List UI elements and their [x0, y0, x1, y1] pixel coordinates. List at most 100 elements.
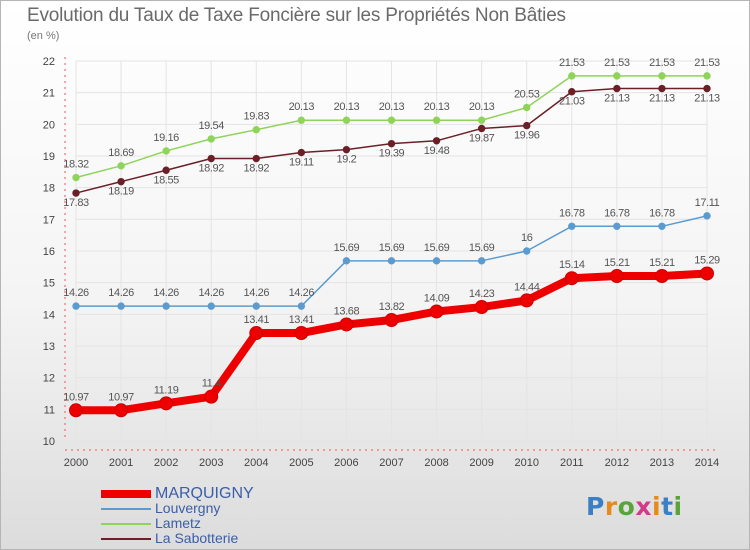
data-point-la-sabotterie — [72, 189, 80, 197]
data-label-louvergny: 16.78 — [559, 207, 585, 219]
data-label-lametz: 19.16 — [153, 132, 179, 144]
data-label-lametz: 19.83 — [244, 111, 270, 123]
data-point-louvergny — [72, 302, 80, 310]
data-label-louvergny: 15.69 — [379, 242, 405, 254]
y-tick-label: 14 — [43, 309, 55, 321]
legend-item-marquigny: MARQUIGNY — [101, 485, 254, 502]
data-point-la-sabotterie — [342, 145, 351, 154]
data-point-marquigny — [654, 269, 669, 284]
data-point-la-sabotterie — [207, 154, 215, 163]
chart-legend: MARQUIGNY Louvergny Lametz La Sabotterie — [101, 486, 254, 546]
data-point-louvergny — [342, 257, 351, 265]
legend-label-lametz: Lametz — [155, 515, 201, 531]
data-point-la-sabotterie — [568, 88, 576, 96]
data-point-lametz — [72, 173, 80, 182]
y-tick-label: 16 — [43, 246, 55, 258]
series-louvergny: 14.26 14.26 14.26 14.26 14.26 14.26 15.69 15.69… — [63, 197, 720, 310]
logo-letter: i — [673, 492, 683, 521]
legend-label-marquigny: MARQUIGNY — [155, 485, 254, 502]
logo-letter: o — [617, 492, 636, 521]
data-label-la-sabotterie: 18.92 — [244, 163, 270, 175]
legend-swatch-la-sabotterie — [101, 537, 151, 540]
data-label-marquigny: 14.09 — [424, 292, 450, 304]
data-label-louvergny: 14.26 — [108, 287, 134, 299]
data-label-marquigny: 15.14 — [559, 259, 585, 271]
data-point-lametz — [613, 72, 621, 80]
logo-letter: P — [586, 492, 605, 521]
data-point-la-sabotterie — [477, 124, 486, 133]
data-label-louvergny: 14.26 — [153, 287, 179, 299]
data-point-lametz — [117, 162, 125, 170]
data-label-marquigny: 13.41 — [289, 314, 315, 326]
data-label-lametz: 18.32 — [63, 159, 89, 171]
data-label-lametz: 19.54 — [198, 120, 224, 132]
data-point-la-sabotterie — [613, 84, 621, 93]
data-label-marquigny: 11.19 — [154, 384, 179, 396]
data-label-louvergny: 14.26 — [289, 287, 315, 299]
data-label-louvergny: 14.26 — [244, 287, 270, 299]
data-point-louvergny — [658, 222, 666, 231]
legend-swatch-lametz — [101, 522, 151, 525]
x-tick-label: 2011 — [560, 457, 584, 469]
data-point-lametz — [297, 116, 306, 124]
data-point-marquigny — [204, 389, 219, 404]
data-point-la-sabotterie — [432, 137, 441, 145]
legend-label-la-sabotterie: La Sabotterie — [155, 530, 239, 546]
data-point-marquigny — [114, 403, 129, 418]
data-label-lametz: 20.53 — [514, 89, 540, 101]
legend-item-lametz: Lametz — [101, 516, 254, 531]
data-point-marquigny — [474, 300, 489, 315]
legend-label-louvergny: Louvergny — [155, 500, 221, 516]
data-point-lametz — [703, 72, 711, 80]
data-point-la-sabotterie — [297, 148, 306, 157]
data-point-la-sabotterie — [252, 154, 260, 163]
x-tick-label: 2004 — [244, 457, 268, 469]
data-label-la-sabotterie: 21.13 — [604, 93, 630, 105]
y-tick-label: 12 — [43, 373, 55, 385]
proxiti-logo: Proxiti — [586, 492, 683, 521]
x-tick-label: 2012 — [605, 457, 629, 469]
data-point-marquigny — [294, 326, 309, 341]
data-label-la-sabotterie: 21.13 — [649, 93, 675, 105]
data-label-louvergny: 17.11 — [695, 197, 720, 209]
y-tick-label: 11 — [44, 404, 55, 416]
y-tick-label: 17 — [43, 214, 55, 226]
data-point-marquigny — [564, 271, 579, 286]
data-label-marquigny: 10.97 — [108, 391, 134, 403]
data-label-marquigny: 13.41 — [244, 314, 270, 326]
data-point-lametz — [207, 135, 215, 143]
data-point-la-sabotterie — [117, 177, 125, 186]
data-point-louvergny — [568, 222, 576, 231]
data-point-la-sabotterie — [523, 121, 531, 130]
data-point-lametz — [477, 116, 486, 124]
data-label-louvergny: 14.26 — [63, 287, 89, 299]
data-label-la-sabotterie: 19.96 — [514, 130, 540, 142]
data-point-lametz — [387, 116, 396, 124]
y-tick-label: 22 — [43, 56, 55, 68]
data-point-marquigny — [339, 317, 354, 332]
data-point-lametz — [162, 147, 170, 155]
data-label-la-sabotterie: 19.11 — [289, 157, 314, 169]
data-label-la-sabotterie: 18.55 — [153, 174, 179, 186]
data-point-louvergny — [297, 302, 306, 310]
data-label-la-sabotterie: 17.83 — [63, 197, 89, 209]
x-tick-label: 2003 — [199, 457, 223, 469]
legend-item-louvergny: Louvergny — [101, 501, 254, 516]
data-point-la-sabotterie — [387, 139, 396, 148]
data-point-la-sabotterie — [162, 166, 170, 174]
data-label-la-sabotterie: 21.03 — [559, 96, 585, 108]
data-label-la-sabotterie: 21.13 — [694, 93, 720, 105]
legend-item-la-sabotterie: La Sabotterie — [101, 531, 254, 546]
data-label-louvergny: 14.26 — [198, 287, 224, 299]
data-point-marquigny — [700, 266, 714, 281]
data-point-lametz — [432, 116, 441, 124]
x-tick-label: 2014 — [695, 457, 719, 469]
data-point-louvergny — [703, 212, 711, 220]
x-tick-label: 2010 — [514, 457, 538, 469]
data-label-marquigny: 10.97 — [63, 391, 89, 403]
data-point-louvergny — [207, 302, 215, 310]
data-label-marquigny: 15.21 — [649, 257, 675, 269]
data-point-lametz — [252, 126, 260, 134]
